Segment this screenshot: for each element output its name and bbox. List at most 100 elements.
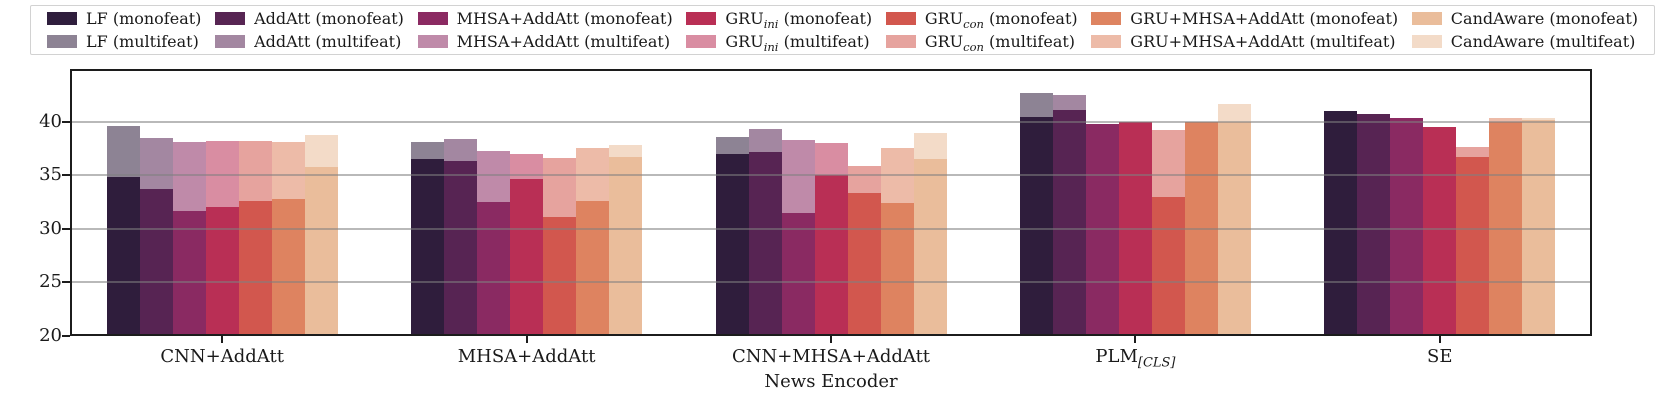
bar-multifeat	[1456, 147, 1490, 336]
bar-multifeat	[1019, 92, 1053, 336]
legend-swatch-icon	[215, 12, 246, 25]
bar-multifeat	[1489, 118, 1523, 336]
bar-multifeat	[913, 133, 947, 336]
x-tick-mark	[525, 336, 528, 343]
bar-multifeat	[510, 153, 544, 336]
bar-multifeat	[609, 145, 643, 336]
legend-label: GRU+MHSA+AddAtt (multifeat)	[1130, 31, 1396, 51]
bar-multifeat	[543, 158, 577, 336]
legend-swatch-icon	[215, 35, 246, 48]
legend-label: MHSA+AddAtt (multifeat)	[456, 31, 671, 51]
legend-swatch-icon	[1411, 12, 1442, 25]
legend-entry: MHSA+AddAtt (monofeat)	[417, 9, 673, 29]
x-tick-mark	[221, 336, 224, 343]
bar-multifeat	[1324, 114, 1358, 336]
legend-column: GRUini (monofeat) GRUini (multifeat)	[686, 9, 872, 52]
bar-multifeat	[1151, 130, 1185, 336]
x-tick-mark	[1134, 336, 1137, 343]
legend-column: CandAware (monofeat) CandAware (multifeat…	[1411, 8, 1638, 52]
bar-multifeat	[1184, 123, 1218, 336]
legend-swatch-icon	[47, 35, 77, 48]
legend-swatch-icon	[47, 12, 77, 25]
bar-multifeat	[205, 140, 239, 336]
bar-multifeat	[1085, 125, 1119, 336]
y-tick-mark	[62, 120, 70, 123]
legend-swatch-icon	[686, 35, 717, 48]
legend-swatch-icon	[686, 12, 717, 25]
x-tick-label: CNN+AddAtt	[160, 346, 284, 367]
bar-multifeat	[304, 135, 338, 336]
x-tick-label: MHSA+AddAtt	[457, 346, 596, 367]
legend-entry: LF (monofeat)	[47, 9, 201, 29]
bar-multifeat	[880, 148, 914, 336]
legend-label: GRUini (multifeat)	[725, 31, 870, 54]
legend-swatch-icon	[1091, 35, 1122, 48]
x-tick-label: PLM[CLS]	[1095, 346, 1176, 371]
y-tick-mark	[62, 281, 70, 284]
x-axis-title: News Encoder	[764, 371, 898, 392]
legend-entry: GRUcon (monofeat)	[885, 8, 1078, 31]
bar-multifeat	[271, 141, 305, 336]
bar-multifeat	[1217, 104, 1251, 336]
legend-column: GRU+MHSA+AddAtt (monofeat) GRU+MHSA+AddAt…	[1091, 9, 1398, 52]
x-tick-mark	[1438, 336, 1441, 343]
bar-multifeat	[1423, 129, 1457, 336]
y-tick-label: 25	[39, 271, 62, 293]
y-tick-label: 20	[39, 325, 62, 346]
legend-entry: MHSA+AddAtt (multifeat)	[417, 31, 673, 52]
legend-label: AddAtt (multifeat)	[254, 31, 402, 51]
legend-entry: AddAtt (monofeat)	[215, 9, 404, 29]
plot-area	[70, 69, 1592, 336]
legend-label: LF (monofeat)	[86, 8, 202, 28]
legend-entry: GRUini (multifeat)	[686, 32, 872, 52]
bar-multifeat	[444, 138, 478, 336]
legend-entry: GRUini (monofeat)	[686, 9, 872, 29]
legend-entry: CandAware (multifeat)	[1411, 31, 1638, 52]
y-tick-mark	[62, 227, 70, 230]
legend-entry: GRUcon (multifeat)	[885, 32, 1078, 52]
legend-label: GRUcon (monofeat)	[924, 8, 1078, 31]
legend-entry: AddAtt (multifeat)	[215, 32, 404, 52]
bar-multifeat	[576, 148, 610, 336]
gridline	[70, 174, 1592, 177]
bar-multifeat	[106, 125, 140, 336]
legend-label: CandAware (multifeat)	[1450, 31, 1636, 51]
gridline	[70, 281, 1592, 284]
bar-multifeat	[238, 140, 272, 336]
x-tick-label: CNN+MHSA+AddAtt	[731, 346, 931, 367]
legend-swatch-icon	[885, 35, 916, 48]
bar-multifeat	[172, 141, 206, 336]
y-tick-mark	[62, 174, 70, 177]
legend-entry: LF (multifeat)	[47, 32, 201, 52]
bar-multifeat	[411, 141, 445, 336]
y-tick-mark	[62, 335, 70, 337]
legend-entry: GRU+MHSA+AddAtt (monofeat)	[1091, 9, 1398, 29]
x-tick-mark	[830, 336, 832, 343]
legend-label: LF (multifeat)	[86, 31, 199, 51]
y-tick-label: 40	[39, 110, 62, 132]
legend-label: GRUini (monofeat)	[725, 8, 873, 31]
legend-swatch-icon	[1411, 35, 1442, 48]
legend-label: GRU+MHSA+AddAtt (monofeat)	[1130, 8, 1399, 28]
legend-column: GRUcon (monofeat) GRUcon (multifeat)	[885, 8, 1078, 52]
y-tick-label: 35	[39, 164, 62, 186]
bar-multifeat	[748, 129, 782, 336]
gridline	[70, 227, 1592, 230]
legend-swatch-icon	[417, 35, 448, 48]
legend-entry: CandAware (monofeat)	[1411, 8, 1638, 29]
bar-multifeat	[1118, 123, 1152, 336]
legend-label: AddAtt (monofeat)	[254, 8, 404, 28]
legend-column: LF (monofeat) LF (multifeat)	[47, 9, 201, 52]
legend-box: LF (monofeat) LF (multifeat) AddAtt (monof…	[30, 5, 1655, 55]
legend-column: MHSA+AddAtt (monofeat) MHSA+AddAtt (multi…	[417, 9, 673, 52]
bar-multifeat	[814, 143, 848, 336]
legend-label: CandAware (monofeat)	[1450, 8, 1638, 28]
y-tick-label: 30	[39, 217, 62, 239]
legend-swatch-icon	[885, 12, 916, 25]
legend-column: AddAtt (monofeat) AddAtt (multifeat)	[215, 9, 404, 52]
bar-multifeat	[1052, 94, 1086, 336]
bar-multifeat	[847, 165, 881, 336]
legend-swatch-icon	[417, 12, 448, 25]
bar-multifeat	[1522, 118, 1556, 336]
